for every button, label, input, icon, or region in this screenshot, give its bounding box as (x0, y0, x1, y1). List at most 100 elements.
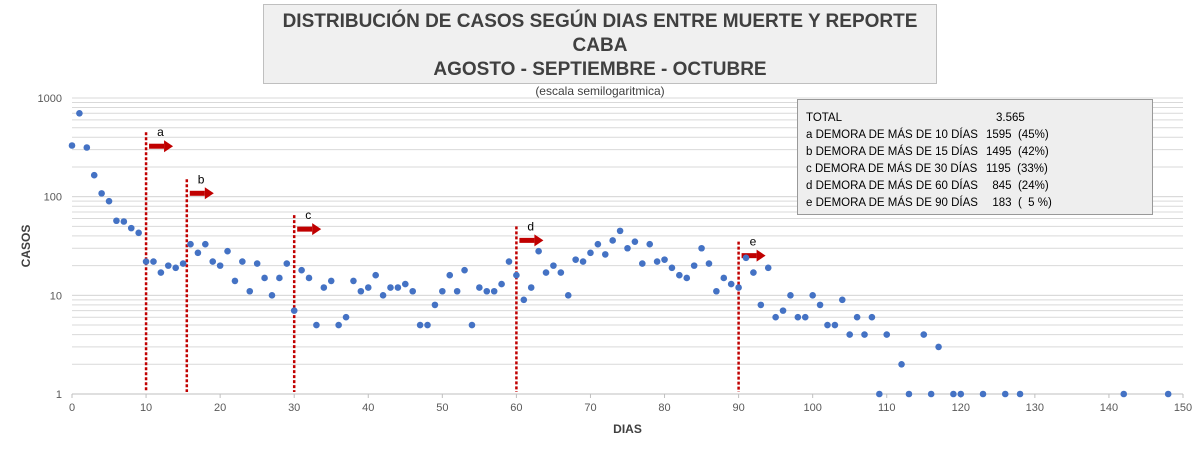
data-point (572, 256, 579, 263)
data-point (231, 277, 239, 285)
summary-total-value: 3.565 (996, 112, 1025, 124)
x-tick-label: 10 (140, 402, 152, 414)
marker-label-a: a (157, 125, 164, 139)
data-point (690, 262, 698, 269)
x-tick-labels: 0 10 20 30 40 50 60 70 80 90 100 110 120 130 140 150 (69, 394, 1192, 414)
summary-row: c DEMORA DE MÁS DE 30 DÍAS 1195 (33%) (806, 161, 1152, 178)
x-tick-label: 70 (584, 402, 596, 414)
data-point (816, 301, 824, 309)
data-point (194, 249, 202, 257)
data-point (90, 171, 98, 179)
data-point (372, 271, 379, 279)
data-point (187, 240, 194, 248)
data-point (290, 307, 298, 314)
data-point (327, 277, 335, 285)
data-point (950, 390, 957, 398)
data-point (253, 260, 261, 267)
data-point (542, 269, 550, 276)
summary-row: e DEMORA DE MÁS DE 90 DÍAS 183 ( 5 %) (806, 195, 1152, 212)
marker-arrow-shaft-e (741, 253, 757, 259)
data-point (720, 274, 728, 282)
data-point (335, 321, 342, 329)
x-tick-label: 90 (732, 402, 744, 414)
x-tick-label: 150 (1174, 402, 1192, 414)
marker-arrow-shaft-c (297, 226, 313, 232)
data-point (1001, 390, 1009, 398)
data-point (379, 292, 387, 299)
data-point (564, 292, 572, 299)
data-point (172, 264, 179, 272)
summary-row-value: 183 ( 5 %) (986, 197, 1052, 209)
data-point (824, 321, 831, 329)
x-tick-label: 0 (69, 402, 75, 414)
marker-arrow-head-a (164, 140, 174, 153)
data-point (831, 321, 839, 329)
data-point (350, 277, 357, 285)
data-point (513, 271, 520, 279)
data-point (490, 287, 498, 295)
data-point (402, 280, 409, 288)
x-tick-label: 50 (436, 402, 448, 414)
data-point (105, 197, 113, 205)
data-point (127, 224, 135, 232)
data-point (801, 313, 809, 321)
data-point (505, 258, 513, 265)
data-point (357, 287, 365, 295)
data-point (646, 240, 654, 248)
data-point (224, 247, 231, 255)
data-point (601, 251, 609, 258)
data-point (446, 271, 454, 279)
data-point (468, 321, 476, 329)
marker-arrow-head-e (756, 249, 766, 262)
data-point (705, 260, 713, 267)
data-point (179, 260, 187, 267)
data-point (587, 249, 594, 257)
data-point (261, 274, 268, 282)
marker-arrow-shaft-d (519, 237, 535, 243)
data-point (668, 264, 676, 272)
data-point (683, 274, 691, 282)
data-point (550, 262, 557, 269)
x-tick-label: 140 (1100, 402, 1118, 414)
data-point (742, 254, 750, 262)
data-point (905, 390, 913, 398)
chart-title-period: AGOSTO - SEPTIEMBRE - OCTUBRE (433, 59, 767, 80)
data-point (268, 292, 276, 299)
x-tick-label: 20 (214, 402, 226, 414)
data-point (609, 237, 616, 244)
data-point (209, 258, 217, 265)
data-point (853, 313, 861, 321)
data-point (483, 287, 491, 295)
x-tick-label: 120 (952, 402, 970, 414)
y-tick-label: 100 (44, 192, 62, 204)
chart-subtitle: (escala semilogaritmica) (535, 84, 665, 98)
data-point (164, 262, 172, 269)
marker-arrow-head-d (534, 234, 544, 247)
data-point (76, 109, 83, 117)
x-tick-label: 110 (878, 402, 896, 414)
summary-row-value: 1595 (45%) (986, 129, 1049, 141)
y-tick-label: 10 (50, 290, 62, 302)
data-point (216, 262, 224, 269)
data-point (1120, 390, 1128, 398)
marker-arrow-shaft-a (149, 143, 165, 149)
summary-row-value: 845 (24%) (986, 180, 1049, 192)
data-point (927, 390, 935, 398)
data-point (476, 284, 483, 291)
data-point (527, 284, 535, 291)
data-point (935, 343, 942, 351)
data-point (920, 331, 928, 338)
data-point (779, 307, 787, 314)
data-point (364, 284, 372, 291)
data-point (453, 287, 461, 295)
data-point (313, 321, 320, 329)
summary-row-label: e DEMORA DE MÁS DE 90 DÍAS (806, 197, 978, 209)
data-point (150, 258, 157, 265)
summary-row-label: b DEMORA DE MÁS DE 15 DÍAS (806, 146, 978, 158)
data-point (735, 284, 742, 291)
data-point (120, 218, 128, 225)
data-point (557, 269, 565, 276)
summary-row-label: c DEMORA DE MÁS DE 30 DÍAS (806, 163, 978, 175)
data-point (1164, 390, 1172, 398)
data-point (409, 287, 417, 295)
